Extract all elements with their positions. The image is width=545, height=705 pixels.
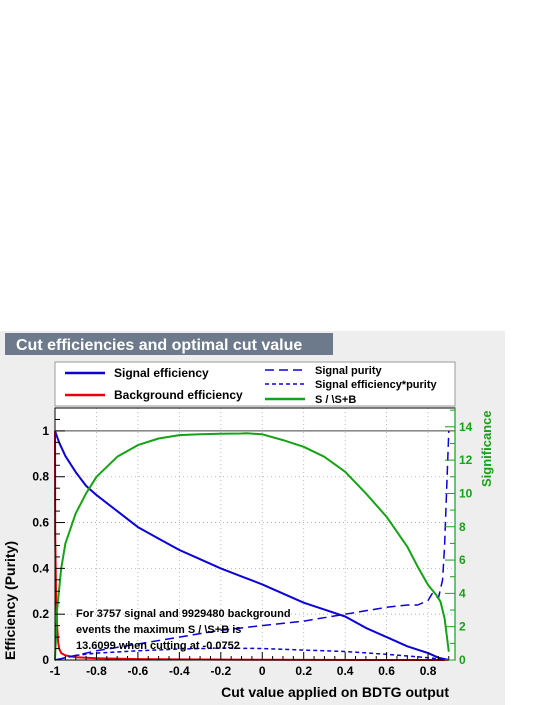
legend-label-signal-purity: Signal purity — [315, 365, 383, 377]
annotation-line-3: 13.6099 when cutting at -0.0752 — [76, 640, 240, 652]
y2-tick-label: 8 — [459, 520, 466, 534]
y2-axis-title: Significance — [479, 410, 494, 487]
legend-box — [54, 361, 456, 407]
series-line-3 — [54, 647, 449, 661]
x-tick-label: -0.8 — [86, 664, 107, 678]
y-axis-title: Efficiency (Purity) — [2, 541, 18, 660]
annotation-line-2: events the maximum S / \S+B is — [76, 624, 241, 636]
y-tick-label: 0.6 — [32, 516, 49, 530]
legend-label-background-efficiency: Background efficiency — [114, 388, 243, 402]
y-tick-label: 0.8 — [32, 470, 49, 484]
axes: -1 -0.8 -0.6 -0.4 -0.2 0 0.2 0.4 0.6 0.8 0 0.2 0.4 0.… — [32, 408, 473, 678]
y-tick-label: 1 — [42, 424, 49, 438]
y2-tick-label: 6 — [459, 553, 466, 567]
x-tick-label: 0.6 — [378, 664, 395, 678]
annotation: For 3757 signal and 9929480 background e… — [76, 608, 291, 652]
y2-tick-label: 2 — [459, 620, 466, 634]
x-tick-label: -0.6 — [128, 664, 149, 678]
series-line-4 — [54, 432, 450, 661]
x-tick-label: -0.4 — [169, 664, 190, 678]
x-tick-label: -0.2 — [210, 664, 231, 678]
x-tick-label: 0.2 — [295, 664, 312, 678]
y2-tick-label: 4 — [459, 586, 466, 600]
chart-title: Cut efficiencies and optimal cut value — [16, 337, 302, 354]
x-tick-label: 0.4 — [337, 664, 354, 678]
series-line-0 — [54, 430, 450, 661]
x-tick-label: -1 — [50, 664, 61, 678]
legend: Signal efficiency Background efficiency … — [54, 361, 456, 407]
y-tick-label: 0.4 — [32, 561, 49, 575]
annotation-line-1: For 3757 signal and 9929480 background — [76, 608, 291, 620]
legend-label-efficiency-purity: Signal efficiency*purity — [315, 379, 438, 391]
x-tick-label: 0.8 — [420, 664, 437, 678]
x-axis-title: Cut value applied on BDTG output — [221, 684, 449, 700]
y2-tick-label: 12 — [459, 453, 473, 467]
title-box — [5, 333, 333, 355]
y2-tick-label: 0 — [459, 653, 466, 667]
y2-tick-label: 14 — [459, 420, 473, 434]
y2-tick-label: 10 — [459, 486, 473, 500]
y-tick-label: 0.2 — [32, 607, 49, 621]
plot-area — [55, 408, 455, 660]
y-tick-label: 0 — [42, 653, 49, 667]
legend-label-signal-efficiency: Signal efficiency — [114, 366, 209, 380]
x-tick-label: 0 — [259, 664, 266, 678]
series-line-2 — [54, 430, 450, 661]
legend-label-significance: S / \S+B — [315, 394, 356, 406]
